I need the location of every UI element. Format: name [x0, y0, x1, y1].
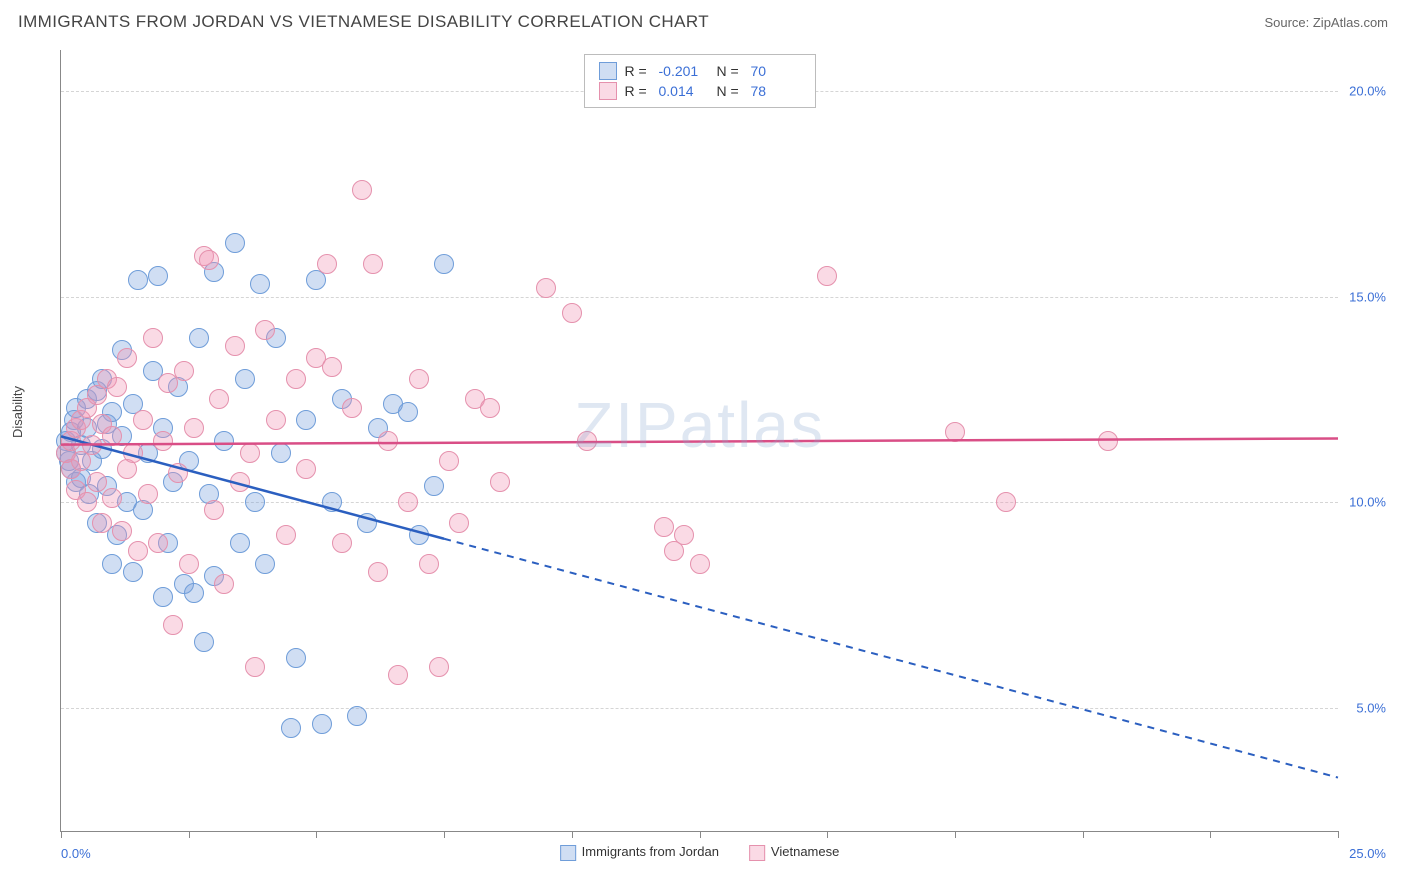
y-tick-label: 20.0% [1349, 84, 1386, 99]
legend-stats-row: R = -0.201 N = 70 [599, 62, 801, 80]
legend-item: Vietnamese [749, 844, 839, 861]
r-value: 0.014 [659, 83, 709, 99]
x-tick [700, 831, 701, 838]
x-tick [316, 831, 317, 838]
legend-swatch-icon [599, 62, 617, 80]
plot-area: ZIPatlas R = -0.201 N = 70 R = 0.014 N =… [60, 50, 1338, 832]
x-min-label: 0.0% [61, 846, 91, 861]
legend-series: Immigrants from Jordan Vietnamese [560, 844, 840, 861]
x-tick [1338, 831, 1339, 838]
x-tick [61, 831, 62, 838]
n-value: 70 [751, 63, 801, 79]
x-tick [827, 831, 828, 838]
x-tick [955, 831, 956, 838]
chart-container: Disability ZIPatlas R = -0.201 N = 70 R … [18, 44, 1388, 872]
y-axis-label: Disability [10, 386, 25, 438]
y-tick-label: 15.0% [1349, 289, 1386, 304]
x-tick [572, 831, 573, 838]
legend-stats: R = -0.201 N = 70 R = 0.014 N = 78 [584, 54, 816, 108]
x-tick [1210, 831, 1211, 838]
trend-lines [61, 50, 1338, 831]
x-tick [444, 831, 445, 838]
r-value: -0.201 [659, 63, 709, 79]
n-value: 78 [751, 83, 801, 99]
x-tick [1083, 831, 1084, 838]
legend-stats-row: R = 0.014 N = 78 [599, 82, 801, 100]
x-tick [189, 831, 190, 838]
x-max-label: 25.0% [1349, 846, 1386, 861]
legend-swatch-icon [749, 845, 765, 861]
y-tick-label: 5.0% [1356, 700, 1386, 715]
legend-item: Immigrants from Jordan [560, 844, 719, 861]
legend-swatch-icon [560, 845, 576, 861]
source-attribution: Source: ZipAtlas.com [1264, 15, 1388, 30]
legend-swatch-icon [599, 82, 617, 100]
y-tick-label: 10.0% [1349, 495, 1386, 510]
chart-title: IMMIGRANTS FROM JORDAN VS VIETNAMESE DIS… [18, 12, 709, 32]
